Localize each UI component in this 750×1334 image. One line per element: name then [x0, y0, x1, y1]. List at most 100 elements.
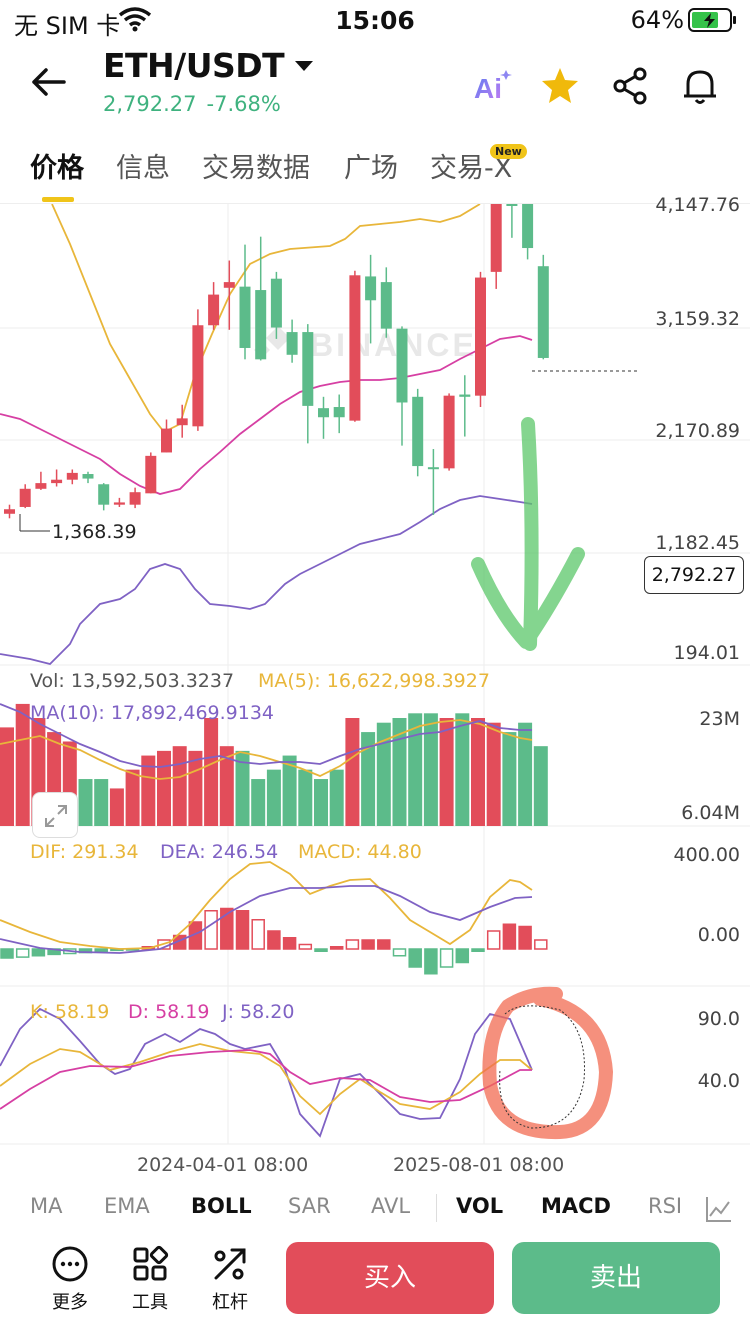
indicator-rsi[interactable]: RSI	[648, 1194, 683, 1218]
kdj-axis-tick: 90.0	[697, 1008, 740, 1030]
chart-canvas[interactable]: BINANCE	[0, 204, 750, 1180]
bottom-action-bar: 更多 工具 杠杆 买入 卖出	[0, 1232, 750, 1334]
candle-body	[161, 428, 172, 453]
favorite-star-icon[interactable]	[538, 64, 582, 108]
candle-body	[239, 286, 251, 348]
candle-body	[98, 484, 110, 505]
volume-bar	[408, 713, 423, 826]
candle-body	[35, 483, 47, 489]
candle-body	[318, 408, 329, 418]
price-axis-tick: 4,147.76	[655, 194, 740, 216]
market-header: ETH/USDT 2,792.27 -7.68% Ai	[0, 44, 750, 128]
macd-bar	[408, 948, 422, 968]
battery-percent: 64%	[630, 6, 684, 34]
macd-bar	[518, 925, 532, 950]
candle-body	[302, 332, 314, 406]
candle-body	[223, 282, 235, 288]
macd-bar	[439, 948, 454, 968]
volume-bar	[251, 779, 266, 826]
candle-body	[506, 204, 518, 206]
macd-bar	[314, 948, 328, 952]
indicator-macd[interactable]: MACD	[541, 1194, 611, 1218]
indicator-sar[interactable]: SAR	[288, 1194, 331, 1218]
volume-bar	[298, 769, 313, 826]
volume-bar	[455, 713, 470, 826]
ai-label: Ai	[474, 73, 502, 104]
macd-bar	[31, 948, 46, 957]
candle-body	[427, 467, 439, 470]
candle-body	[286, 332, 298, 355]
indicator-settings-icon[interactable]	[704, 1194, 734, 1224]
leverage-button[interactable]: 杠杆	[200, 1244, 260, 1314]
volume-bar	[141, 755, 156, 826]
pair-title[interactable]: ETH/USDT	[103, 46, 285, 85]
x-axis-date: 2024-04-01 08:00	[137, 1154, 309, 1176]
indicator-vol[interactable]: VOL	[456, 1194, 504, 1218]
more-button[interactable]: 更多	[40, 1244, 100, 1314]
hand-drawn-down-arrow	[471, 417, 585, 651]
candle-body	[412, 396, 424, 467]
volume-bar	[282, 755, 297, 826]
volume-axis-tick: 23M	[699, 708, 740, 730]
macd-bar	[455, 948, 470, 964]
leverage-label: 杠杆	[212, 1292, 248, 1313]
volume-axis-tick: 6.04M	[681, 802, 740, 824]
indicator-ma[interactable]: MA	[30, 1194, 63, 1218]
volume-bar	[157, 750, 171, 826]
candle-body	[443, 395, 455, 469]
macd-bar	[502, 923, 517, 950]
sell-button[interactable]: 卖出	[512, 1242, 720, 1314]
share-icon[interactable]	[608, 64, 652, 108]
macd-bar	[392, 948, 407, 957]
tab-info[interactable]: 信息	[116, 153, 170, 184]
indicator-selector: MA EMA BOLL SAR AVL VOL MACD RSI	[0, 1184, 750, 1232]
volume-bar	[235, 750, 250, 826]
tools-button[interactable]: 工具	[120, 1244, 180, 1314]
volume-bar	[486, 722, 501, 826]
volume-bar	[502, 732, 517, 826]
volume-bar	[219, 746, 234, 826]
macd-bar	[204, 910, 218, 950]
volume-bar	[172, 746, 187, 826]
current-price-tag[interactable]: 2,792.27	[644, 556, 744, 594]
volume-bar	[376, 722, 391, 826]
alert-bell-icon[interactable]	[678, 64, 722, 108]
buy-button[interactable]: 买入	[286, 1242, 494, 1314]
tab-trading-data[interactable]: 交易数据	[202, 153, 310, 184]
new-badge: New	[490, 144, 527, 159]
tab-square[interactable]: 广场	[344, 153, 398, 184]
macd-bar	[424, 948, 438, 975]
back-button[interactable]	[24, 60, 76, 104]
pair-dropdown-icon[interactable]	[292, 58, 316, 74]
price-axis-tick: 2,170.89	[655, 420, 740, 442]
macd-bar	[377, 939, 391, 950]
candle-body	[66, 472, 78, 480]
candle-body	[365, 276, 377, 301]
candle-body	[270, 278, 282, 328]
fullscreen-button[interactable]	[32, 792, 78, 838]
tab-price[interactable]: 价格	[30, 153, 84, 184]
expand-icon	[45, 805, 67, 827]
candle-body	[129, 492, 141, 505]
more-label: 更多	[52, 1292, 88, 1313]
last-price: 2,792.27	[103, 92, 197, 116]
price-axis-tick: 1,182.45	[655, 532, 740, 554]
wifi-icon	[118, 7, 152, 32]
indicator-avl[interactable]: AVL	[371, 1194, 411, 1218]
indicator-boll[interactable]: BOLL	[191, 1194, 252, 1218]
candle-body	[82, 474, 94, 479]
bollinger-bands	[0, 204, 533, 665]
macd-bar	[94, 948, 108, 952]
candle-body	[333, 407, 345, 418]
kline-chart[interactable]: BINANCE	[0, 194, 750, 1180]
volume-bar	[204, 718, 219, 826]
detail-tabs: 价格 信息 交易数据 广场 交易-X New	[0, 138, 750, 204]
tools-label: 工具	[132, 1292, 168, 1313]
carrier-label: 无 SIM 卡	[14, 12, 121, 40]
ai-assistant-button[interactable]: Ai	[472, 64, 516, 108]
volume-bar	[109, 788, 124, 826]
kdj-lines	[0, 1007, 533, 1138]
price-axis-tick: 3,159.32	[655, 308, 740, 330]
candle-body	[396, 328, 408, 403]
indicator-ema[interactable]: EMA	[104, 1194, 150, 1218]
